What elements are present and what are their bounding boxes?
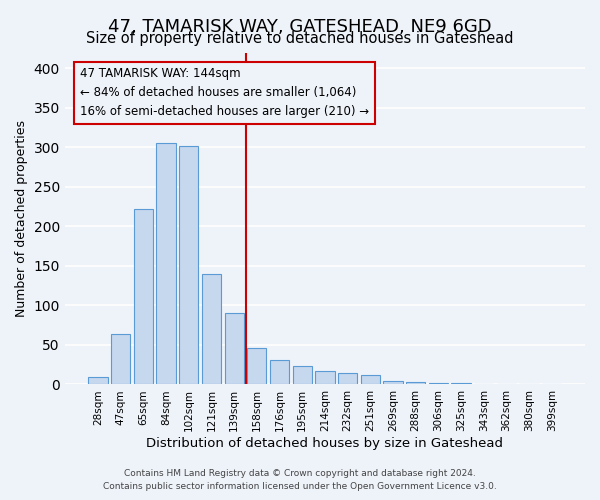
Bar [293, 366, 312, 384]
Bar [157, 144, 176, 384]
Y-axis label: Number of detached properties: Number of detached properties [15, 120, 28, 317]
Bar [179, 146, 199, 384]
Text: 47 TAMARISK WAY: 144sqm
← 84% of detached houses are smaller (1,064)
16% of semi: 47 TAMARISK WAY: 144sqm ← 84% of detache… [80, 68, 370, 118]
Text: Contains HM Land Registry data © Crown copyright and database right 2024.
Contai: Contains HM Land Registry data © Crown c… [103, 470, 497, 491]
Bar [202, 274, 221, 384]
Bar [88, 376, 108, 384]
Bar [451, 383, 470, 384]
Bar [361, 375, 380, 384]
Bar [428, 383, 448, 384]
Bar [134, 209, 153, 384]
Bar [224, 314, 244, 384]
X-axis label: Distribution of detached houses by size in Gateshead: Distribution of detached houses by size … [146, 437, 503, 450]
Bar [111, 334, 130, 384]
Bar [315, 371, 335, 384]
Bar [270, 360, 289, 384]
Bar [383, 380, 403, 384]
Text: 47, TAMARISK WAY, GATESHEAD, NE9 6GD: 47, TAMARISK WAY, GATESHEAD, NE9 6GD [108, 18, 492, 36]
Text: Size of property relative to detached houses in Gateshead: Size of property relative to detached ho… [86, 31, 514, 46]
Bar [338, 374, 357, 384]
Bar [406, 382, 425, 384]
Bar [247, 348, 266, 385]
